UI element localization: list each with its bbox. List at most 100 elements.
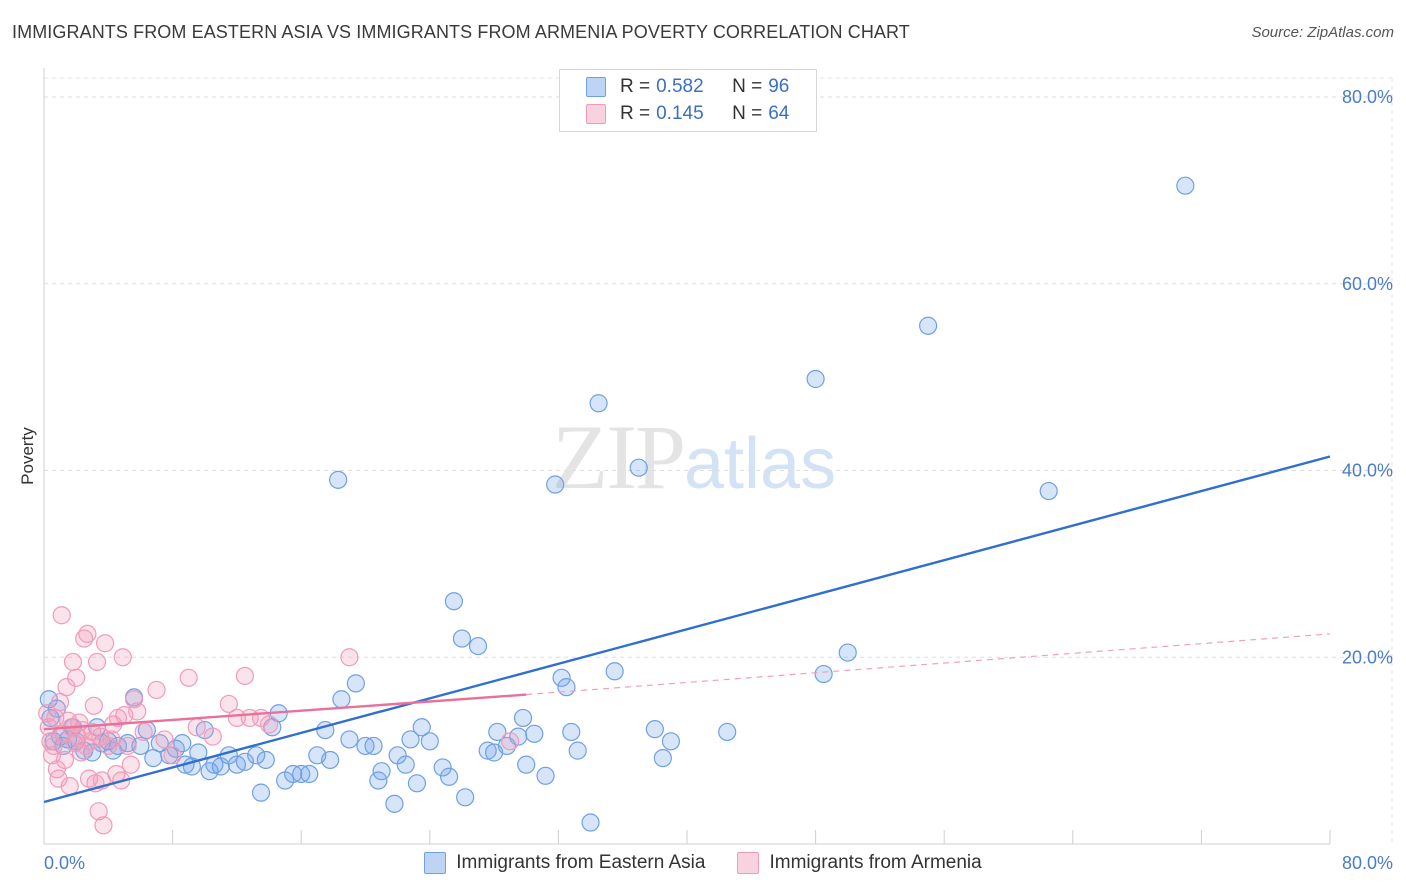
point-eastern-asia [396, 755, 415, 774]
point-eastern-asia [251, 783, 271, 802]
point-eastern-asia [478, 741, 497, 760]
point-eastern-asia [806, 369, 825, 389]
point-armenia [155, 730, 174, 749]
point-armenia [147, 680, 166, 700]
point-eastern-asia [718, 722, 737, 742]
point-eastern-asia [517, 755, 536, 774]
point-armenia [60, 777, 79, 796]
y-tick-label: 60.0% [1342, 274, 1393, 294]
r-label: R = [620, 103, 651, 124]
point-armenia [63, 652, 83, 672]
correlation-legend: R = 0.582 N = 96 R = 0.145 N = 64 [559, 69, 817, 132]
point-eastern-asia [456, 788, 475, 807]
point-armenia [187, 718, 206, 737]
point-eastern-asia [256, 750, 275, 770]
point-eastern-asia [412, 718, 431, 737]
point-armenia [501, 732, 520, 751]
point-eastern-asia [131, 736, 150, 756]
point-eastern-asia [300, 764, 319, 784]
n-value: 96 [768, 76, 790, 97]
legend-row-eastern-asia: R = 0.582 N = 96 [586, 75, 789, 99]
point-armenia [57, 678, 76, 697]
point-eastern-asia [433, 758, 452, 777]
point-eastern-asia [372, 762, 391, 781]
point-eastern-asia [173, 734, 192, 753]
point-eastern-asia [321, 750, 340, 770]
point-eastern-asia [525, 724, 544, 743]
n-value: 64 [768, 103, 790, 124]
legend-swatch-armenia [737, 852, 760, 874]
series-eastern-asia-points [39, 176, 1195, 832]
point-armenia [81, 732, 100, 751]
point-armenia [203, 727, 222, 746]
point-armenia [179, 668, 198, 687]
r-value: 0.582 [656, 76, 704, 97]
point-eastern-asia [468, 636, 488, 656]
point-eastern-asia [247, 746, 266, 765]
point-armenia [128, 702, 147, 721]
x-tick-label-max: 80.0% [1342, 853, 1393, 873]
trend-lines [43, 455, 1331, 804]
point-eastern-asia [407, 774, 427, 793]
source-label: Source: ZipAtlas.com [1251, 24, 1394, 41]
point-armenia [44, 736, 63, 756]
point-eastern-asia [1039, 481, 1058, 501]
point-eastern-asia [439, 767, 459, 786]
point-eastern-asia [420, 732, 439, 751]
point-armenia [113, 648, 132, 667]
point-armenia [134, 722, 153, 742]
point-eastern-asia [340, 730, 359, 749]
point-armenia [95, 634, 115, 653]
point-eastern-asia [235, 752, 255, 771]
point-eastern-asia [589, 394, 608, 413]
watermark: ZIPatlas [552, 404, 836, 510]
point-eastern-asia [653, 748, 672, 768]
point-eastern-asia [488, 722, 507, 742]
point-armenia [84, 696, 103, 715]
legend-item-eastern-asia[interactable]: Immigrants from Eastern Asia [424, 852, 705, 874]
point-armenia [87, 652, 107, 672]
point-eastern-asia [346, 674, 365, 693]
point-eastern-asia [444, 592, 464, 611]
legend-item-armenia[interactable]: Immigrants from Armenia [737, 852, 982, 874]
axes [43, 68, 1331, 845]
point-eastern-asia [661, 732, 681, 751]
y-tick-label: 20.0% [1342, 647, 1393, 667]
chart-title: IMMIGRANTS FROM EASTERN ASIA VS IMMIGRAN… [12, 22, 910, 42]
point-armenia [340, 648, 359, 667]
point-armenia [78, 624, 97, 644]
point-eastern-asia [552, 668, 571, 687]
watermark-atlas: atlas [684, 424, 837, 504]
tick-labels: 20.0% 40.0% 60.0% 80.0% 0.0% 80.0% [44, 87, 1393, 873]
point-eastern-asia [332, 690, 351, 709]
x-tick-label-min: 0.0% [44, 853, 85, 873]
point-eastern-asia [605, 662, 624, 681]
series-legend: Immigrants from Eastern Asia Immigrants … [0, 852, 1406, 874]
point-eastern-asia [568, 741, 587, 760]
point-eastern-asia [562, 722, 581, 742]
point-armenia [235, 666, 255, 686]
point-armenia [52, 606, 71, 625]
point-eastern-asia [452, 629, 472, 648]
point-armenia [55, 750, 74, 770]
point-eastern-asia [1176, 176, 1195, 195]
point-eastern-asia [629, 458, 648, 477]
legend-swatch-eastern-asia [424, 852, 447, 874]
point-eastern-asia [329, 470, 348, 489]
point-eastern-asia [513, 708, 533, 728]
n-label: N = [732, 76, 763, 97]
legend-label-armenia: Immigrants from Armenia [769, 852, 982, 873]
point-eastern-asia [838, 643, 857, 662]
point-eastern-asia [557, 678, 576, 697]
legend-label-eastern-asia: Immigrants from Eastern Asia [456, 852, 706, 873]
watermark-zip: ZIP [552, 406, 686, 508]
point-eastern-asia [581, 813, 600, 832]
y-tick-label: 80.0% [1342, 87, 1393, 107]
point-armenia [118, 736, 137, 756]
point-eastern-asia [536, 766, 555, 785]
point-eastern-asia [364, 736, 383, 756]
trend-line-eastern-asia [43, 455, 1331, 804]
point-eastern-asia [814, 664, 833, 684]
legend-swatch-armenia [586, 104, 606, 124]
legend-row-armenia: R = 0.145 N = 64 [586, 102, 789, 126]
